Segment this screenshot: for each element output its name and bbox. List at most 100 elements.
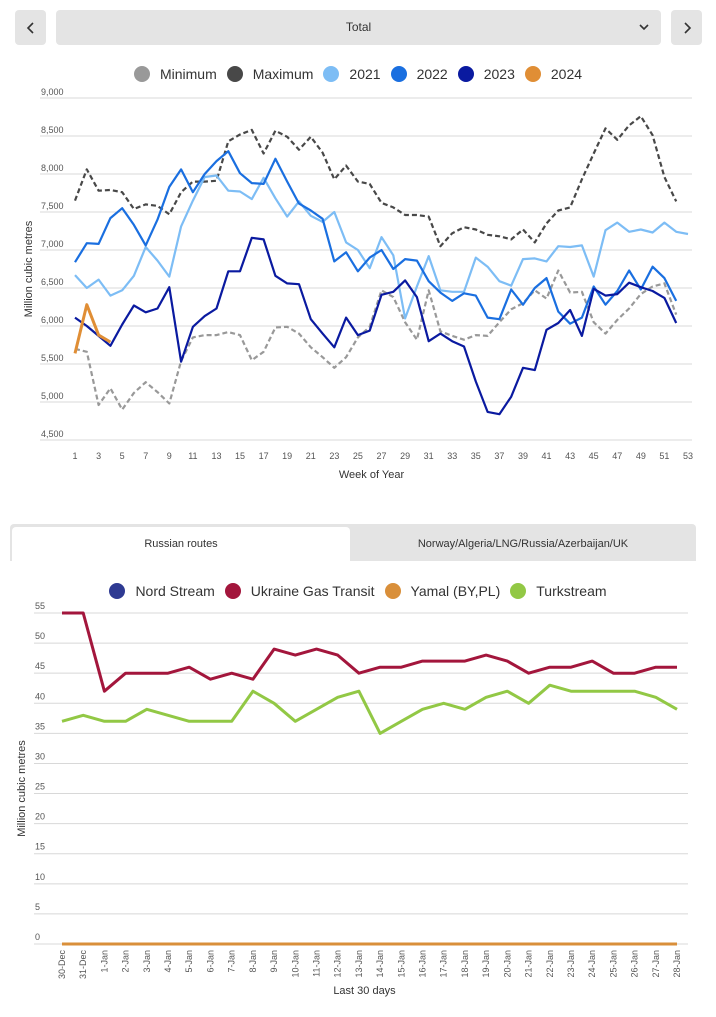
x-tick-label: 19 (282, 451, 292, 461)
x-tick-label: 37 (494, 451, 504, 461)
y-tick-label: 7,000 (41, 239, 64, 249)
y-axis-title: Million cubic metres (16, 740, 28, 837)
y-tick-label: 50 (35, 631, 45, 641)
x-tick-label: 12-Jan (333, 950, 343, 978)
series-line-ukraine-gas-transit (62, 611, 677, 693)
x-tick-label: 41 (542, 451, 552, 461)
x-tick-label: 35 (471, 451, 481, 461)
x-tick-label: 24-Jan (587, 950, 597, 978)
x-tick-label: 25 (353, 451, 363, 461)
series-select-dropdown[interactable]: Total (56, 10, 661, 45)
weekly-legend-item-maximum[interactable]: Maximum (226, 66, 314, 82)
x-tick-label: 22-Jan (545, 950, 555, 978)
legend-label: Maximum (252, 66, 314, 82)
x-tick-label: 11-Jan (311, 950, 321, 977)
y-tick-label: 10 (35, 872, 45, 882)
tab-russian-routes[interactable]: Russian routes (12, 527, 350, 561)
series-line-minimum (74, 269, 678, 411)
series-line-2023 (74, 236, 678, 416)
legend-label: 2021 (349, 66, 381, 82)
legend-label: 2022 (416, 66, 448, 82)
x-tick-label: 43 (565, 451, 575, 461)
x-tick-label: 6-Jan (205, 950, 215, 973)
x-tick-label: 31-Dec (78, 950, 88, 980)
previous-button[interactable] (15, 10, 46, 45)
selected-value: Total (345, 20, 372, 34)
x-tick-label: 1-Jan (99, 950, 109, 973)
x-tick-label: 15-Jan (396, 950, 406, 978)
circle-icon (226, 66, 243, 82)
x-tick-label: 17 (259, 451, 269, 461)
legend-label: Nord Stream (135, 583, 215, 599)
x-tick-label: 5-Jan (184, 950, 194, 973)
y-tick-label: 0 (35, 932, 40, 942)
legend-label: Ukraine Gas Transit (250, 583, 375, 599)
y-tick-label: 7,500 (41, 201, 64, 211)
legend-label: Yamal (BY,PL) (410, 583, 501, 599)
y-tick-label: 8,500 (41, 125, 64, 135)
x-tick-label: 3-Jan (142, 950, 152, 973)
x-tick-label: 53 (683, 451, 693, 461)
x-tick-label: 9 (167, 451, 172, 461)
next-button[interactable] (671, 10, 702, 45)
x-tick-label: 1 (72, 451, 77, 461)
x-tick-label: 9-Jan (269, 950, 279, 973)
circle-icon (457, 66, 474, 82)
x-tick-label: 11 (188, 451, 197, 461)
x-tick-label: 18-Jan (460, 950, 470, 978)
circle-icon (390, 66, 407, 82)
weekly-legend-item-2022[interactable]: 2022 (390, 66, 448, 82)
legend-label: 2024 (550, 66, 583, 82)
y-tick-label: 5,500 (41, 353, 64, 363)
x-tick-label: 23-Jan (566, 950, 576, 978)
x-tick-label: 16-Jan (418, 950, 428, 978)
y-tick-label: 25 (35, 782, 45, 792)
legend-label: Turkstream (536, 583, 607, 599)
x-tick-label: 39 (518, 451, 528, 461)
x-tick-label: 29 (400, 451, 410, 461)
routes-legend-item-yamal-by-pl[interactable]: Yamal (BY,PL) (384, 583, 501, 599)
circle-icon (510, 583, 527, 599)
weekly-legend-item-2024[interactable]: 2024 (524, 66, 583, 82)
weekly-legend-item-2023[interactable]: 2023 (457, 66, 515, 82)
x-tick-label: 51 (659, 451, 669, 461)
weekly-flow-chart: 4,500 5,000 5,500 6,000 6,500 7,000 7,500 8,000… (23, 87, 693, 481)
series-line-2022 (74, 150, 678, 325)
chevron-right-icon (683, 21, 691, 34)
x-tick-label: 14-Jan (375, 950, 385, 978)
series-line-2024 (73, 303, 112, 354)
y-tick-label: 55 (35, 601, 45, 611)
x-tick-label: 17-Jan (439, 950, 449, 978)
x-tick-label: 23 (329, 451, 339, 461)
y-tick-label: 30 (35, 751, 45, 761)
y-tick-label: 8,000 (41, 163, 64, 173)
x-tick-label: 7 (143, 451, 148, 461)
routes-legend-item-nord-stream[interactable]: Nord Stream (109, 583, 215, 599)
x-tick-label: 10-Jan (290, 950, 300, 978)
x-tick-label: 28-Jan (672, 950, 682, 978)
y-axis-title: Million cubic metres (23, 220, 35, 317)
x-tick-label: 7-Jan (227, 950, 237, 973)
circle-icon (133, 66, 150, 82)
routes-legend-item-turkstream[interactable]: Turkstream (510, 583, 607, 599)
x-tick-label: 15 (235, 451, 245, 461)
x-tick-label: 13-Jan (354, 950, 364, 978)
x-tick-label: 8-Jan (248, 950, 258, 973)
legend-label: Minimum (159, 66, 217, 82)
routes-legend-item-ukraine-gas-transit[interactable]: Ukraine Gas Transit (224, 583, 375, 599)
y-tick-label: 45 (35, 661, 45, 671)
weekly-legend-item-minimum[interactable]: Minimum (133, 66, 217, 82)
x-tick-label: 4-Jan (163, 950, 173, 973)
x-axis-title: Last 30 days (333, 985, 396, 997)
y-tick-label: 5,000 (41, 391, 64, 401)
weekly-legend-item-2021[interactable]: 2021 (323, 66, 381, 82)
y-tick-label: 40 (35, 691, 45, 701)
y-tick-label: 6,000 (41, 315, 64, 325)
x-tick-label: 5 (120, 451, 125, 461)
y-tick-label: 6,500 (41, 277, 64, 287)
x-tick-label: 27 (376, 451, 386, 461)
tab-norway-algeria-lng-russia-azerbaijan-uk[interactable]: Norway/Algeria/LNG/Russia/Azerbaijan/UK (417, 538, 629, 550)
circle-icon (323, 66, 340, 82)
x-tick-label: 25-Jan (608, 950, 618, 978)
legend-label: 2023 (483, 66, 515, 82)
